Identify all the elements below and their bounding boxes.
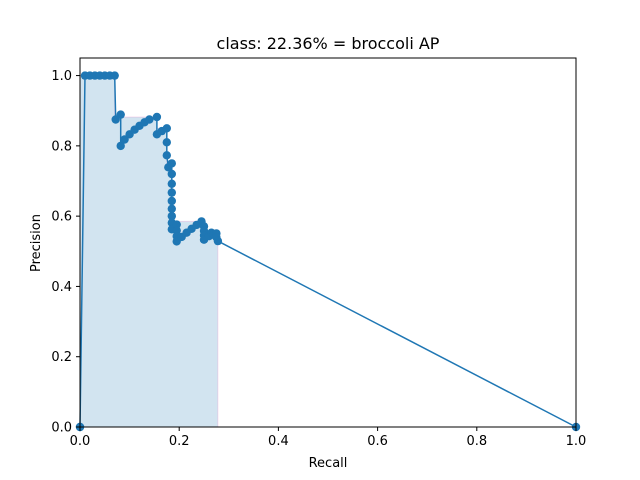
ap-area-fill (80, 75, 218, 427)
x-tick-label: 0.8 (466, 434, 487, 449)
plot-area (75, 71, 581, 432)
pr-point (110, 71, 119, 80)
pr-point (162, 151, 171, 160)
pr-point (167, 204, 176, 213)
pr-point (172, 220, 181, 229)
axes-frame (79, 57, 577, 428)
x-tick-label: 0.4 (268, 434, 289, 449)
pr-point (213, 236, 223, 246)
y-tick-label: 1.0 (51, 69, 72, 84)
pr-point (162, 138, 171, 147)
pr-point (116, 141, 125, 151)
pr-point (120, 135, 129, 144)
pr-point (162, 124, 171, 133)
pr-point (167, 159, 176, 168)
pr-point (145, 115, 154, 124)
y-axis-label: Precision (29, 214, 44, 272)
x-tick-label: 0.6 (367, 434, 388, 449)
pr-point (152, 112, 162, 122)
x-axis-label: Recall (309, 456, 348, 471)
pr-point (167, 188, 176, 197)
pr-point (116, 110, 125, 119)
x-tick-label: 0.0 (70, 434, 91, 449)
x-tick-label: 1.0 (566, 434, 587, 449)
y-tick-label: 0.2 (51, 350, 72, 365)
axis-ticks: 0.0 0.2 0.4 0.6 0.8 1.0 0.0 0.2 0.4 0.6 0.8 1.0 (51, 69, 586, 449)
y-tick-label: 0.6 (51, 210, 72, 225)
y-tick-label: 0.0 (51, 421, 72, 436)
pr-point (167, 169, 176, 179)
y-tick-label: 0.8 (51, 139, 72, 154)
y-tick-label: 0.4 (51, 280, 72, 295)
x-tick-label: 0.2 (169, 434, 190, 449)
chart-title: class: 22.36% = broccoli AP (217, 34, 440, 53)
pr-point (167, 196, 176, 206)
pr-point (167, 179, 176, 188)
pr-point (167, 211, 176, 221)
